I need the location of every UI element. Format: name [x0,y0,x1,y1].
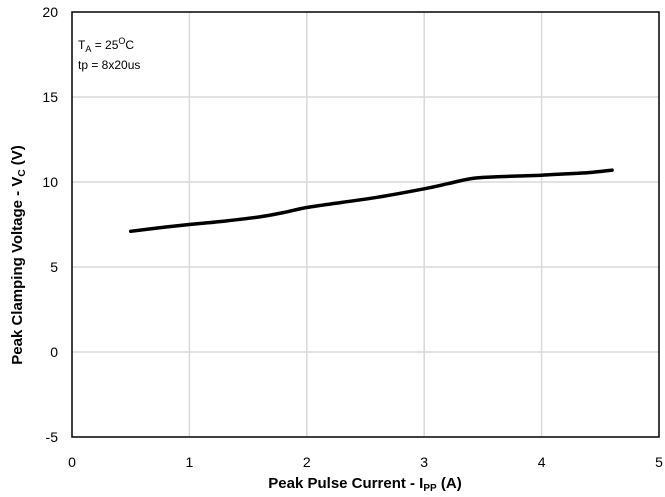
x-tick-label: 3 [420,454,428,470]
series-group [128,168,614,234]
series-line [128,168,614,234]
y-axis-title: Peak Clamping Voltage - VC (V) [9,145,28,365]
x-tick-label: 5 [655,454,663,470]
annotation-temperature: TA = 25OC [78,36,134,54]
x-axis-title: Peak Pulse Current - IPP (A) [268,475,461,494]
y-tick-label: 5 [50,259,58,275]
x-tick-label: 2 [303,454,311,470]
x-tick-label: 4 [538,454,546,470]
y-tick-label: 0 [50,344,58,360]
plot-area-frame [71,11,660,438]
x-tick-label: 1 [186,454,194,470]
y-tick-labels: -5 0 5 10 15 20 [42,4,58,445]
grid-lines [72,12,659,437]
y-tick-label: 15 [42,89,58,105]
x-tick-labels: 0 1 2 3 4 5 [68,454,663,470]
x-tick-label: 0 [68,454,76,470]
y-tick-label: 20 [42,4,58,20]
y-tick-label: 10 [42,174,58,190]
annotation-pulse: tp = 8x20us [78,58,140,72]
y-tick-label: -5 [46,429,59,445]
